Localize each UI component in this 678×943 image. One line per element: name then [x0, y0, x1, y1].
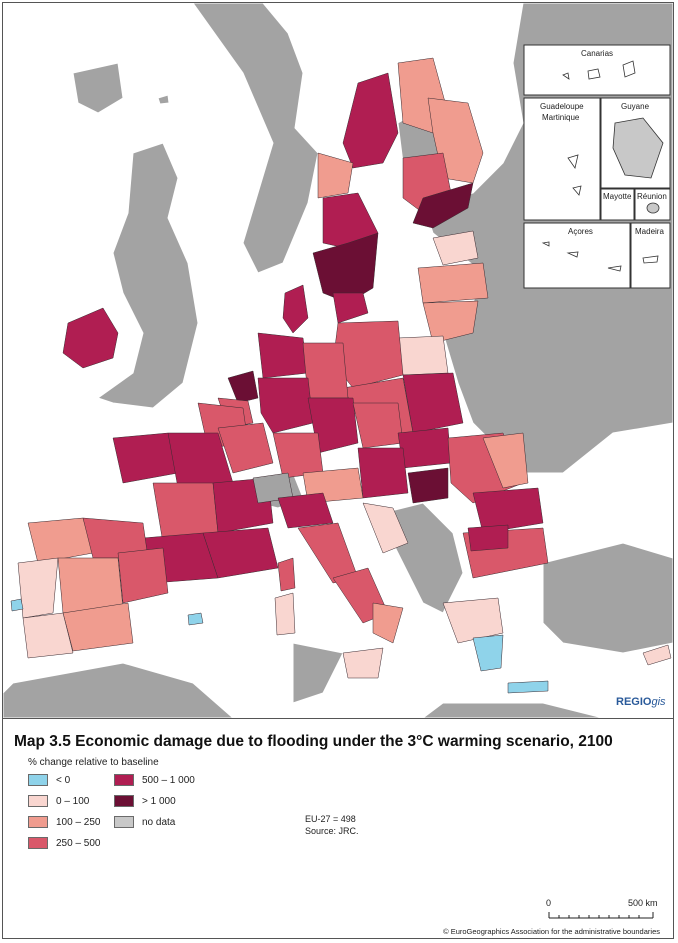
- legend-swatch: [28, 837, 48, 849]
- legend-item-250-500: 250 – 500: [28, 837, 101, 849]
- legend-swatch: [28, 816, 48, 828]
- inset-martinique-label: Martinique: [542, 113, 580, 122]
- legend-title: % change relative to baseline: [28, 757, 159, 768]
- legend-item-over-1000: > 1 000: [114, 795, 176, 807]
- inset-canarias-label: Canarias: [581, 49, 613, 58]
- legend-item-100-250: 100 – 250: [28, 816, 101, 828]
- legend-swatch: [114, 816, 134, 828]
- outermost-regions-insets: Canarias Guadeloupe Martinique Guyane Ma…: [523, 44, 671, 289]
- regiogis-logo: REGIOgis: [616, 696, 666, 708]
- eu-regions: [10, 57, 672, 694]
- source: Source: JRC.: [305, 826, 359, 836]
- legend-swatch: [114, 795, 134, 807]
- map-notes: EU-27 = 498 Source: JRC.: [305, 813, 359, 837]
- legend-item-negative: < 0: [28, 774, 70, 786]
- europe-map: Canarias Guadeloupe Martinique Guyane Ma…: [3, 3, 673, 718]
- inset-madeira-label: Madeira: [635, 227, 664, 236]
- inset-guadeloupe-label: Guadeloupe: [540, 102, 584, 111]
- legend-item-500-1000: 500 – 1 000: [114, 774, 195, 786]
- copyright-credit: © EuroGeographics Association for the ad…: [443, 927, 660, 936]
- scale-ruler: [548, 912, 654, 919]
- inset-reunion-label: Réunion: [637, 192, 667, 201]
- legend-swatch: [28, 795, 48, 807]
- eu-average: EU-27 = 498: [305, 814, 356, 824]
- map-caption-separator: [3, 718, 673, 719]
- map-title: Map 3.5 Economic damage due to flooding …: [14, 733, 613, 750]
- legend-swatch: [28, 774, 48, 786]
- scale-max-label: 500 km: [628, 898, 658, 908]
- legend-item-0-100: 0 – 100: [28, 795, 89, 807]
- legend-item-no-data: no data: [114, 816, 175, 828]
- inset-guyane-label: Guyane: [621, 102, 650, 111]
- scale-zero-label: 0: [546, 898, 552, 908]
- legend-swatch: [114, 774, 134, 786]
- inset-acores-label: Açores: [568, 227, 593, 236]
- inset-mayotte-label: Mayotte: [603, 192, 632, 201]
